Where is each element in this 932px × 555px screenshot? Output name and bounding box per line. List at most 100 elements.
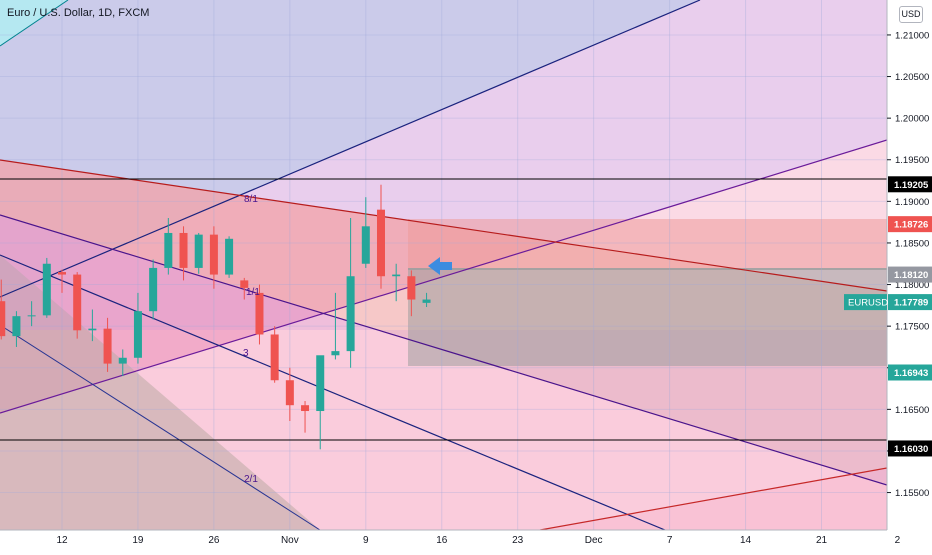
price-label-text: 1.18726	[894, 220, 928, 231]
price-label-text: 1.19205	[894, 180, 929, 191]
x-tick-label: 26	[208, 535, 220, 546]
arrow-left-icon[interactable]	[428, 257, 452, 275]
candle[interactable]	[270, 326, 279, 383]
x-tick-label: 9	[363, 535, 369, 546]
candle[interactable]	[285, 367, 294, 422]
candle[interactable]	[179, 226, 188, 281]
price-label-text: 1.16030	[894, 444, 928, 455]
candle-body	[285, 380, 294, 406]
drawings-layer: 8/1 1/1 3 2/1	[0, 0, 887, 530]
price-label-line-black: 1.16030	[888, 440, 932, 457]
candle[interactable]	[42, 257, 51, 318]
time-axis[interactable]: 12 19 26 Nov 9 16 23 Dec 7 14 21 2	[56, 535, 900, 546]
price-label-text: 1.17789	[894, 298, 928, 309]
x-tick-label: 7	[667, 535, 673, 546]
candle-body	[361, 226, 370, 264]
candle[interactable]	[164, 217, 173, 275]
target-zone-box	[408, 219, 887, 268]
x-tick-label: Nov	[281, 535, 299, 546]
candle-body	[103, 328, 112, 364]
candle[interactable]	[133, 292, 142, 364]
candle-body	[73, 274, 82, 331]
price-label-bg	[888, 216, 932, 233]
fan-label-3: 3	[243, 348, 249, 359]
candle[interactable]	[407, 270, 416, 317]
candle[interactable]	[0, 279, 6, 340]
x-tick-label: 12	[56, 535, 68, 546]
fan-line-bottom-red	[539, 467, 887, 530]
candle[interactable]	[73, 272, 82, 339]
y-tick-label: 1.19500	[895, 155, 929, 166]
candle[interactable]	[225, 236, 234, 278]
price-label-bg	[888, 364, 932, 381]
candle-body	[27, 315, 36, 317]
y-tick-label: 1.18000	[895, 280, 929, 291]
y-tick-label: 1.20000	[895, 114, 929, 125]
candle[interactable]	[422, 292, 431, 308]
candle-body	[194, 234, 203, 268]
fan-line-red	[0, 159, 887, 292]
symbol-title: Euro / U.S. Dollar, 1D, FXCM	[7, 7, 150, 19]
y-tick-label: 1.15500	[895, 488, 929, 499]
y-tick-label: 1.16500	[895, 405, 929, 416]
price-label-gray: 1.18120	[888, 266, 932, 283]
candle-body	[209, 234, 218, 275]
candle[interactable]	[301, 401, 310, 433]
currency-button[interactable]: USD	[899, 6, 923, 23]
candle-body	[0, 301, 6, 337]
candle[interactable]	[209, 226, 218, 289]
candle-body	[392, 274, 401, 277]
candle-body	[149, 267, 158, 312]
candle-body	[118, 357, 127, 364]
candle[interactable]	[255, 284, 264, 345]
price-label-text: 1.16943	[894, 368, 928, 379]
symbol-tag: EURUSD	[848, 298, 888, 309]
x-tick-label: 16	[436, 535, 448, 546]
candle[interactable]	[194, 232, 203, 274]
candle[interactable]	[103, 317, 112, 372]
y-tick-label: 1.21000	[895, 30, 929, 41]
candle-body	[301, 405, 310, 412]
fan-line-purple	[0, 139, 887, 414]
price-label-symbol: 1.17789 EURUSD	[844, 294, 932, 311]
candle[interactable]	[392, 263, 401, 302]
candle-body	[164, 232, 173, 268]
fan-label-2-1: 2/1	[244, 474, 258, 485]
candle-body	[88, 328, 97, 331]
time-axis-bg	[0, 530, 887, 550]
candle-body	[346, 276, 355, 352]
x-tick-label: 23	[512, 535, 524, 546]
candle[interactable]	[376, 184, 385, 289]
x-tick-label: Dec	[585, 535, 603, 546]
candle[interactable]	[58, 269, 66, 293]
price-label-bg	[888, 176, 932, 193]
candle[interactable]	[12, 311, 21, 347]
candle[interactable]	[240, 277, 249, 300]
candle[interactable]	[316, 355, 325, 450]
candle[interactable]	[331, 292, 340, 360]
candle[interactable]	[346, 217, 355, 368]
fan-line-navy-low	[0, 324, 321, 530]
y-tick-label: 1.17500	[895, 322, 929, 333]
price-label-green: 1.16943	[888, 364, 932, 381]
candle-body	[316, 355, 325, 412]
price-label-bg	[888, 440, 932, 457]
candle-body	[179, 232, 188, 268]
price-labels: 1.19205 1.18726 1.18120 1.17789 EURUSD 1.1694…	[844, 176, 932, 457]
y-tick-label: 1.19000	[895, 197, 929, 208]
candle[interactable]	[27, 301, 36, 327]
fan-line-cyan	[0, 0, 69, 47]
price-label-bg	[888, 266, 932, 283]
x-tick-label: 2	[895, 535, 901, 546]
candle[interactable]	[88, 309, 97, 342]
price-label-bg	[888, 294, 932, 311]
x-tick-label: 14	[740, 535, 752, 546]
candle[interactable]	[361, 197, 370, 268]
candle-body	[407, 276, 416, 300]
candle[interactable]	[118, 349, 127, 377]
x-tick-label: 19	[132, 535, 144, 546]
candle[interactable]	[149, 259, 158, 320]
price-label-red: 1.18726	[888, 216, 932, 233]
